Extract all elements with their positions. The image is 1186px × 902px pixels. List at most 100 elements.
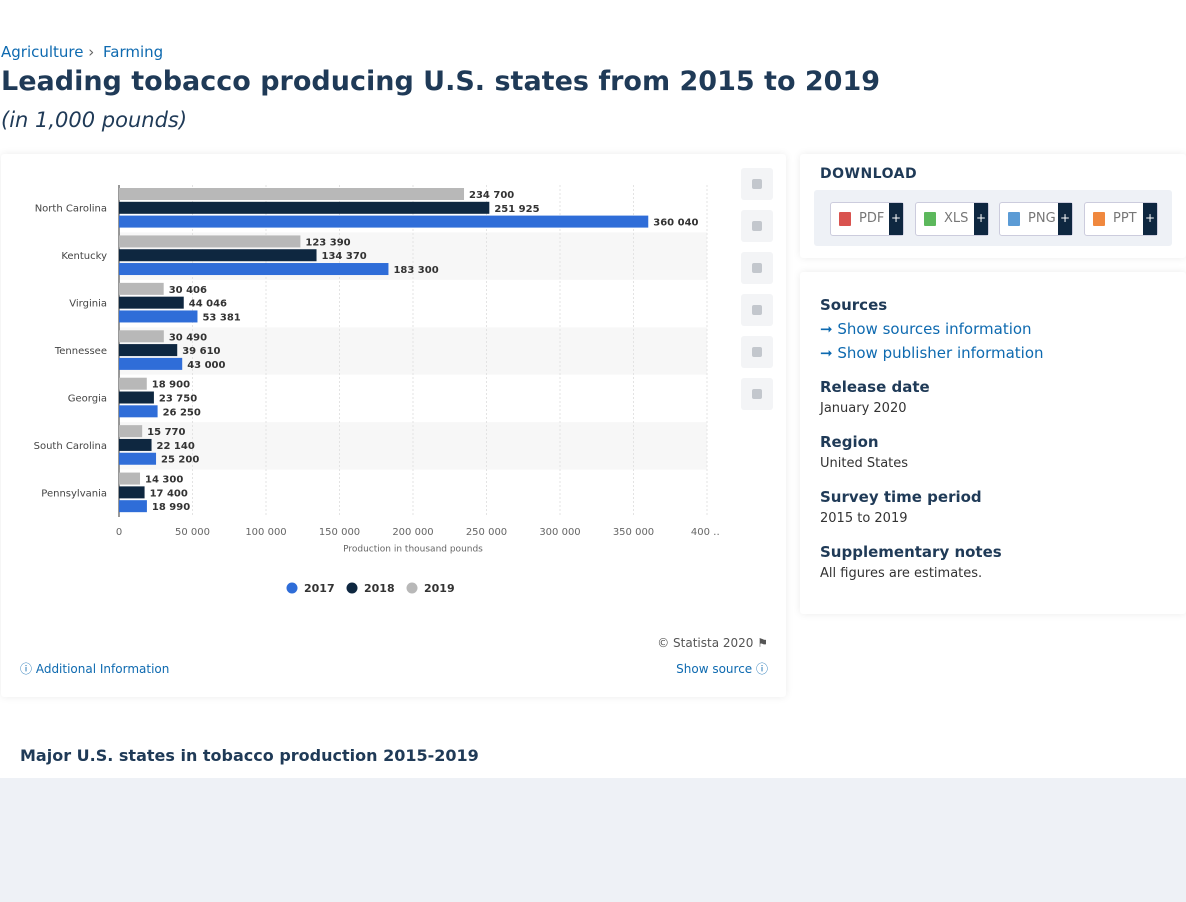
legend-marker: [286, 582, 298, 594]
related-title: Major U.S. states in tobacco production …: [20, 746, 479, 765]
x-tick-label: 350 000: [613, 527, 654, 538]
sources-link[interactable]: ➞ Show sources information: [820, 320, 1032, 338]
value-label: 14 300: [145, 475, 183, 486]
bar: [119, 188, 465, 200]
value-label: 30 406: [169, 285, 207, 296]
y-tick-label: Pennsylvania: [41, 488, 107, 499]
value-label: 43 000: [187, 360, 225, 371]
value-label: 23 750: [159, 394, 197, 405]
value-label: 18 990: [152, 502, 190, 513]
page-subtitle: (in 1,000 pounds): [1, 108, 188, 132]
bar: [119, 282, 164, 295]
detail-label: Release date: [820, 378, 930, 396]
page-background: [0, 778, 1186, 902]
download-panel: PDF + XLS + PNG + PPT +: [814, 190, 1172, 246]
breadcrumb-link[interactable]: Agriculture: [1, 43, 84, 61]
bar: [119, 249, 317, 262]
favorite-button[interactable]: [741, 168, 773, 200]
bar: [119, 391, 154, 404]
page-title: Leading tobacco producing U.S. states fr…: [1, 66, 881, 97]
y-tick-label: Kentucky: [61, 251, 107, 262]
related-card: Major U.S. states in tobacco production …: [1, 724, 1186, 778]
bar: [119, 486, 145, 499]
x-axis-title: Production in thousand pounds: [343, 545, 483, 555]
detail-value: January 2020: [820, 401, 907, 416]
detail-label: Region: [820, 433, 879, 451]
value-label: 26 250: [163, 407, 201, 418]
legend-label: 2017: [304, 582, 335, 595]
detail-label: Supplementary notes: [820, 543, 1002, 561]
value-label: 18 900: [152, 380, 190, 391]
download-ppt[interactable]: PPT +: [1084, 202, 1158, 236]
chart: 0 50 000 100 000 150 000 200 000 250 000 300 0…: [34, 185, 720, 595]
value-label: 17 400: [150, 488, 188, 499]
download-card: DOWNLOAD PDF + XLS + PNG + PPT +: [800, 154, 1186, 258]
breadcrumb: Agriculture › Farming: [1, 43, 164, 61]
publisher-link[interactable]: ➞ Show publisher information: [820, 344, 1044, 362]
x-tick-label: 150 000: [319, 527, 360, 538]
sources-title: Sources: [820, 296, 888, 314]
detail-value: 2015 to 2019: [820, 511, 908, 526]
bar: [119, 235, 301, 248]
bar: [119, 263, 389, 276]
value-label: 39 610: [182, 346, 220, 357]
download-pdf[interactable]: PDF +: [830, 202, 904, 236]
y-tick-label: South Carolina: [34, 441, 107, 452]
x-tick-label: 100 000: [245, 527, 286, 538]
x-tick-label: 50 000: [175, 527, 210, 538]
download-png[interactable]: PNG +: [999, 202, 1073, 236]
x-tick-label: 250 000: [466, 527, 507, 538]
bar: [119, 330, 164, 343]
download-xls[interactable]: XLS +: [915, 202, 989, 236]
value-label: 25 200: [161, 455, 199, 466]
value-label: 360 040: [653, 218, 698, 229]
print-button[interactable]: [741, 378, 773, 410]
value-label: 22 140: [157, 441, 195, 452]
bar: [119, 357, 183, 370]
cite-button[interactable]: [741, 336, 773, 368]
value-label: 251 925: [494, 204, 539, 215]
legend-marker: [406, 582, 418, 594]
y-tick-label: North Carolina: [35, 204, 107, 215]
value-label: 44 046: [189, 299, 227, 310]
bar: [119, 438, 152, 451]
bar: [119, 405, 158, 418]
bar: [119, 500, 147, 513]
value-label: 53 381: [202, 312, 240, 323]
legend-marker: [346, 582, 358, 594]
value-label: 183 300: [393, 265, 438, 276]
download-title: DOWNLOAD: [820, 166, 918, 182]
x-tick-label: 400 …: [691, 527, 720, 538]
show-source-link[interactable]: Show source ⓘ: [676, 662, 768, 676]
breadcrumb-link[interactable]: Farming: [103, 43, 164, 61]
alert-button[interactable]: [741, 210, 773, 242]
bar: [119, 215, 649, 228]
settings-button[interactable]: [741, 252, 773, 284]
x-tick-label: 300 000: [539, 527, 580, 538]
y-tick-label: Virginia: [69, 299, 107, 310]
value-label: 134 370: [322, 251, 367, 262]
details-card: Sources ➞ Show sources information ➞ Sho…: [800, 272, 1186, 614]
detail-label: Survey time period: [820, 488, 982, 506]
x-tick-label: 0: [116, 527, 122, 538]
copyright: © Statista 2020 ⚑: [657, 636, 768, 650]
bar: [119, 296, 184, 309]
value-label: 30 490: [169, 332, 207, 343]
y-tick-label: Tennessee: [54, 346, 107, 357]
bar: [119, 452, 157, 465]
value-label: 234 700: [469, 190, 514, 201]
y-tick-label: Georgia: [68, 393, 107, 404]
bar: [119, 377, 147, 390]
legend-label: 2019: [424, 582, 455, 595]
legend-label: 2018: [364, 582, 395, 595]
x-tick-label: 200 000: [392, 527, 433, 538]
share-button[interactable]: [741, 294, 773, 326]
bar: [119, 344, 178, 357]
detail-value: United States: [820, 456, 909, 471]
additional-info-link[interactable]: ⓘ Additional Information: [20, 662, 170, 676]
value-label: 123 390: [305, 237, 350, 248]
value-label: 15 770: [147, 427, 185, 438]
bar: [119, 472, 141, 485]
bar: [119, 425, 143, 438]
